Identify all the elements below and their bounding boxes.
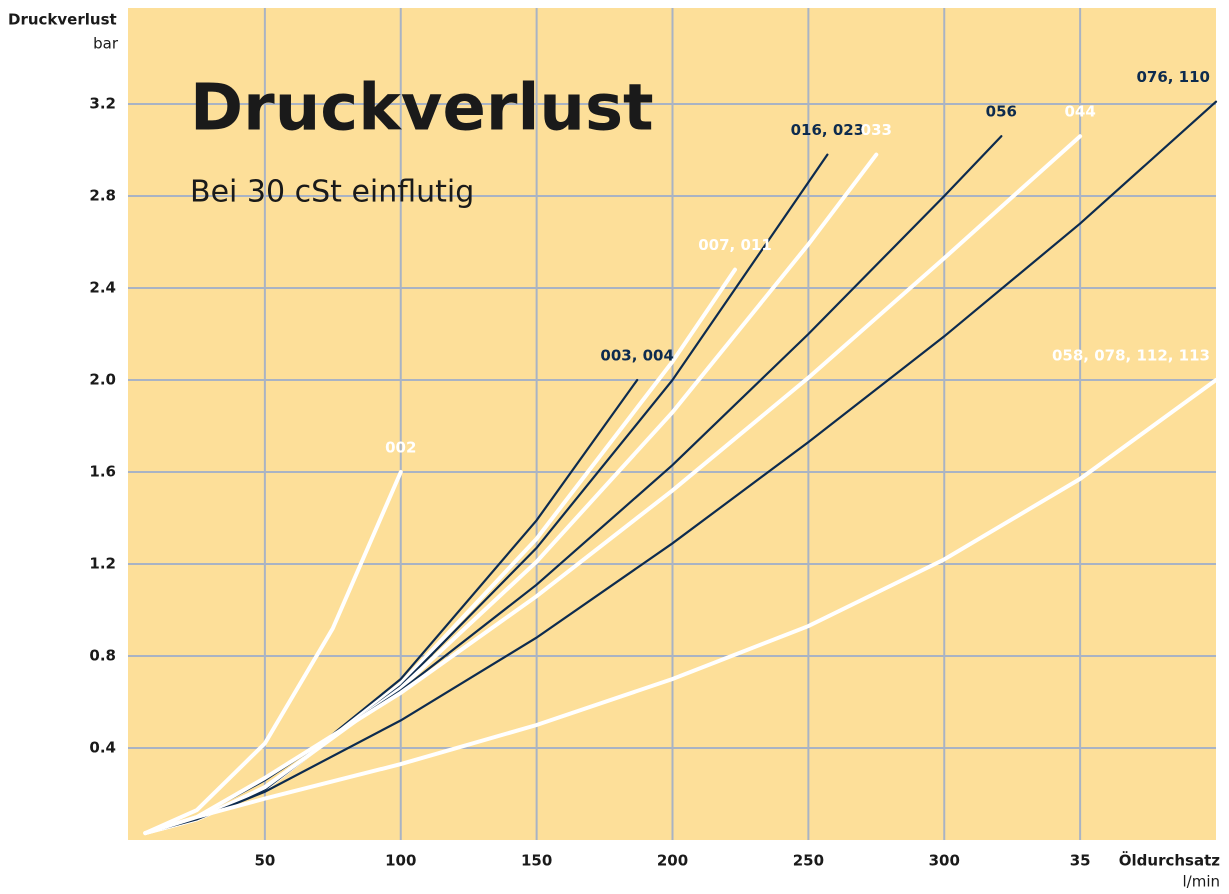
y-tick-label: 1.2 [89,555,116,573]
x-tick-label: 200 [657,852,688,870]
series-label: 033 [861,121,892,139]
x-tick-label: 100 [385,852,416,870]
series-label: 002 [385,439,416,457]
x-tick-label: 150 [521,852,552,870]
y-tick-label: 0.8 [89,647,116,665]
series-line [143,470,403,836]
y-axis-label: Druckverlust [8,11,117,29]
y-tick-label: 2.4 [89,279,116,297]
x-axis-unit: l/min [1182,873,1220,891]
series-line [144,100,1218,835]
x-tick-label: 300 [929,852,960,870]
series-label: 056 [986,103,1017,121]
series-label: 076, 110 [1136,68,1210,86]
chart-subtitle: Bei 30 cSt einflutig [190,175,474,210]
y-tick-label: 1.6 [89,463,116,481]
y-tick-label: 0.4 [89,739,116,757]
x-tick-label: 250 [793,852,824,870]
series-line [143,378,1218,836]
y-tick-label: 2.8 [89,187,116,205]
y-tick-label: 3.2 [89,95,116,113]
x-tick-label: 35 [1070,852,1091,870]
series-label: 003, 004 [600,347,674,365]
x-axis-label: Öldurchsatz [1119,851,1220,870]
series-label: 016, 023 [791,121,865,139]
series-label: 007, 011 [698,236,772,254]
y-axis-unit: bar [93,35,119,53]
x-tick-label: 50 [254,852,275,870]
lines [143,100,1218,836]
series-label: 044 [1064,103,1095,121]
series-line [143,134,1083,836]
y-tick-label: 2.0 [89,371,116,389]
chart-title: Druckverlust [190,72,654,146]
series-label: 058, 078, 112, 113 [1052,347,1210,365]
